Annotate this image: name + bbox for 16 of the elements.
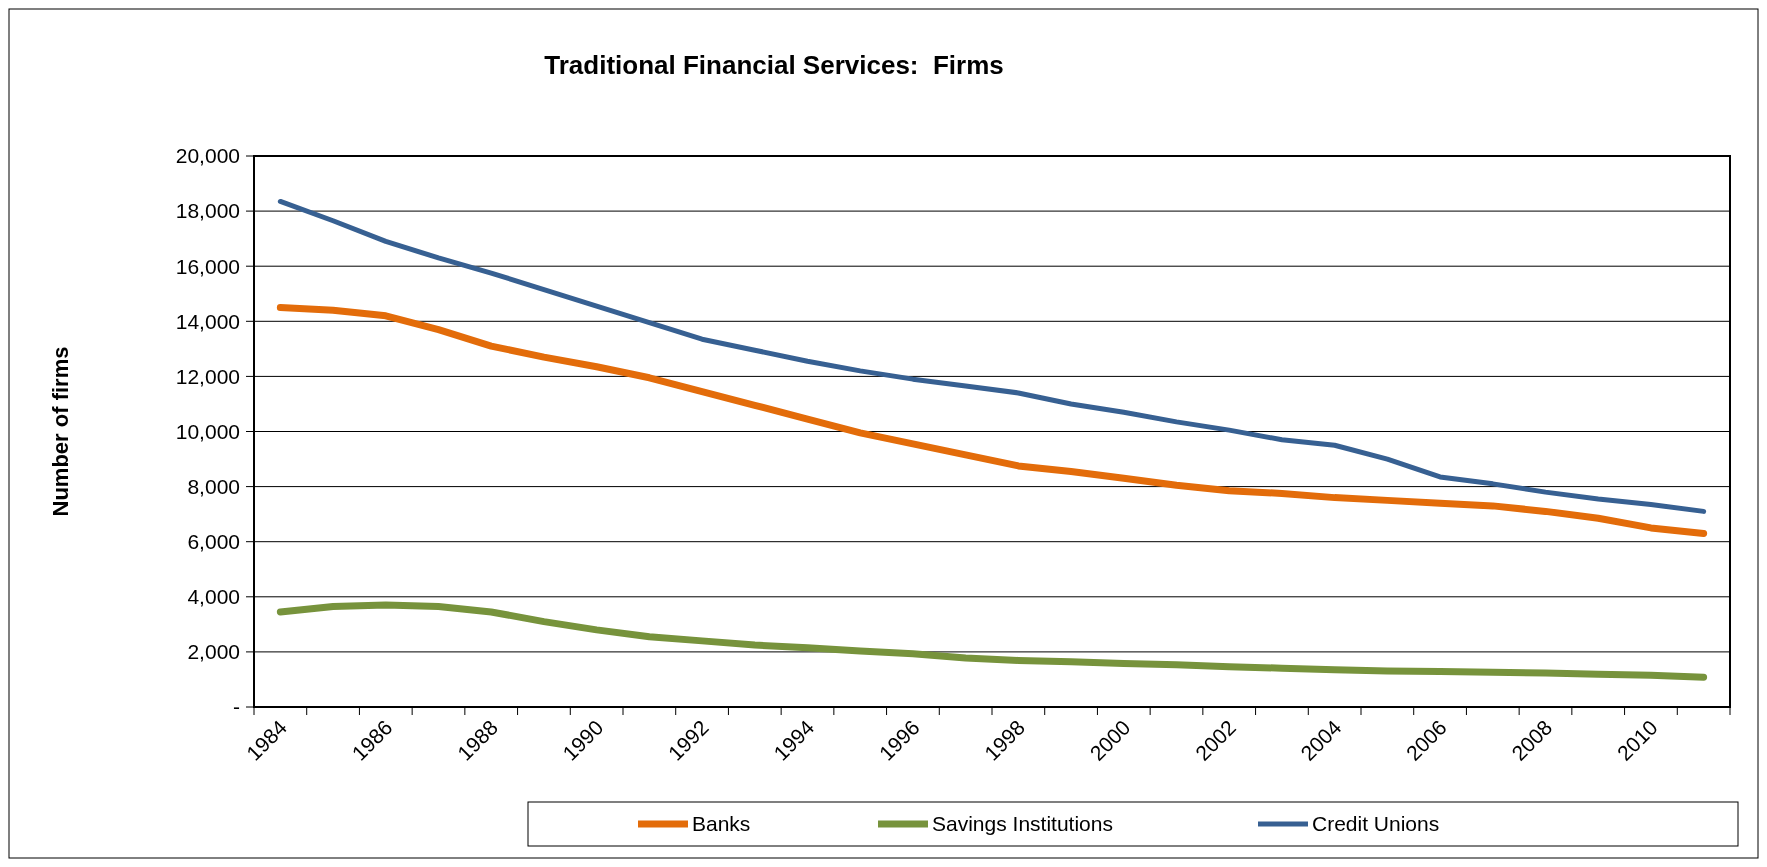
y-tick-label: 4,000 — [187, 585, 240, 609]
y-tick-label: 12,000 — [175, 364, 240, 388]
chart-title: Traditional Financial Services: Firms — [544, 50, 1004, 80]
y-tick-label: 2,000 — [187, 640, 240, 664]
y-tick-label: 10,000 — [175, 419, 240, 443]
legend-label: Credit Unions — [1312, 812, 1440, 836]
y-tick-label: 8,000 — [187, 474, 240, 498]
legend-label: Banks — [692, 812, 751, 836]
y-tick-label: 6,000 — [187, 530, 240, 554]
y-tick-label: 16,000 — [175, 254, 240, 278]
y-tick-label: - — [233, 695, 240, 719]
y-tick-label: 20,000 — [175, 144, 240, 168]
y-axis-title: Number of firms — [48, 346, 73, 517]
y-tick-label: 18,000 — [175, 199, 240, 223]
y-tick-label: 14,000 — [175, 309, 240, 333]
legend-label: Savings Institutions — [932, 812, 1113, 836]
